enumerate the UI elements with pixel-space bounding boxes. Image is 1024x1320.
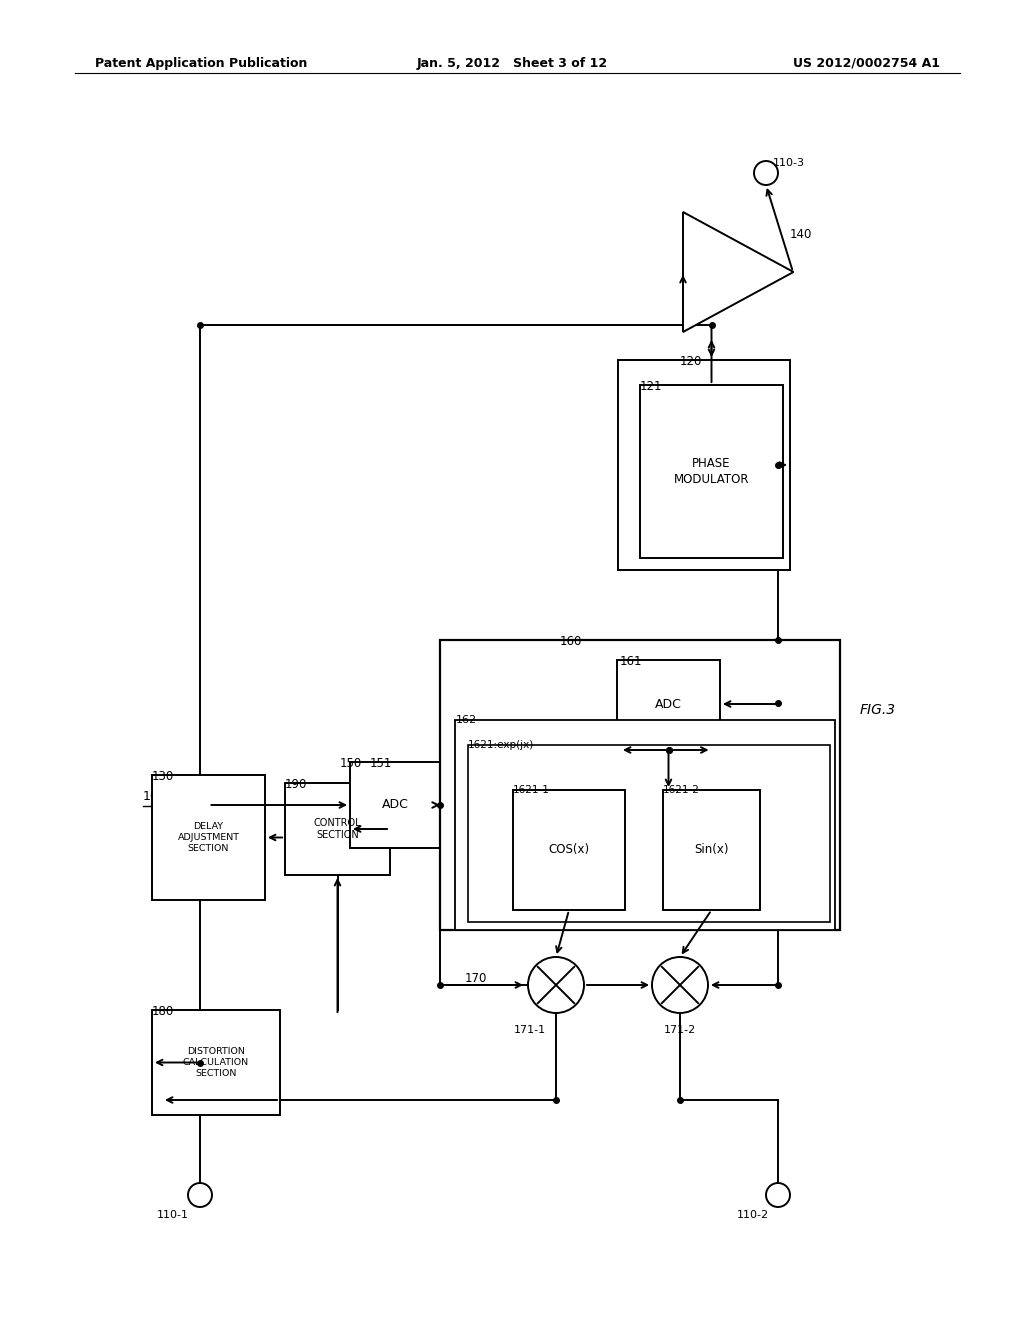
Text: FIG.3: FIG.3 <box>860 704 896 717</box>
Text: CONTROL
SECTION: CONTROL SECTION <box>313 818 361 841</box>
Bar <box>640 385 783 558</box>
Text: ADC: ADC <box>655 697 682 710</box>
Text: 161: 161 <box>620 655 642 668</box>
Text: 140: 140 <box>790 228 812 242</box>
Bar <box>152 1010 280 1115</box>
Text: 110-2: 110-2 <box>737 1210 769 1220</box>
Polygon shape <box>683 213 794 333</box>
Text: DELAY
ADJUSTMENT
SECTION: DELAY ADJUSTMENT SECTION <box>177 822 240 853</box>
Text: 1621-1: 1621-1 <box>513 785 550 795</box>
Circle shape <box>188 1183 212 1206</box>
Circle shape <box>754 161 778 185</box>
Bar <box>455 719 835 931</box>
Bar <box>440 640 840 931</box>
Circle shape <box>652 957 708 1012</box>
Text: 180: 180 <box>152 1005 174 1018</box>
Bar <box>617 660 720 748</box>
Text: 150: 150 <box>340 756 362 770</box>
Text: 120: 120 <box>680 355 702 368</box>
Text: 162: 162 <box>456 715 477 725</box>
Text: 110-3: 110-3 <box>773 158 805 168</box>
Text: 100: 100 <box>143 789 167 803</box>
Text: 160: 160 <box>560 635 583 648</box>
Text: PHASE
MODULATOR: PHASE MODULATOR <box>674 457 750 486</box>
Bar <box>152 775 265 900</box>
Text: Patent Application Publication: Patent Application Publication <box>95 57 307 70</box>
Text: 170: 170 <box>465 972 487 985</box>
Text: 110-1: 110-1 <box>157 1210 189 1220</box>
Text: DISTORTION
CALCULATION
SECTION: DISTORTION CALCULATION SECTION <box>183 1047 249 1078</box>
Bar <box>513 789 625 909</box>
Text: 1621-2: 1621-2 <box>663 785 699 795</box>
Text: 171-1: 171-1 <box>514 1026 546 1035</box>
Text: Sin(x): Sin(x) <box>694 843 729 857</box>
Text: Jan. 5, 2012   Sheet 3 of 12: Jan. 5, 2012 Sheet 3 of 12 <box>417 57 607 70</box>
Text: 151: 151 <box>370 756 392 770</box>
Circle shape <box>766 1183 790 1206</box>
Bar <box>663 789 760 909</box>
Bar <box>618 360 790 570</box>
Text: COS(x): COS(x) <box>549 843 590 857</box>
Text: 171-2: 171-2 <box>664 1026 696 1035</box>
Text: 121: 121 <box>640 380 663 393</box>
Text: 130: 130 <box>152 770 174 783</box>
Text: US 2012/0002754 A1: US 2012/0002754 A1 <box>793 57 940 70</box>
Bar <box>468 744 830 921</box>
Bar <box>350 762 440 847</box>
Bar <box>285 783 390 875</box>
Circle shape <box>528 957 584 1012</box>
Text: 190: 190 <box>285 777 307 791</box>
Text: ADC: ADC <box>382 799 409 812</box>
Text: 1621:exp(jx): 1621:exp(jx) <box>468 741 535 750</box>
